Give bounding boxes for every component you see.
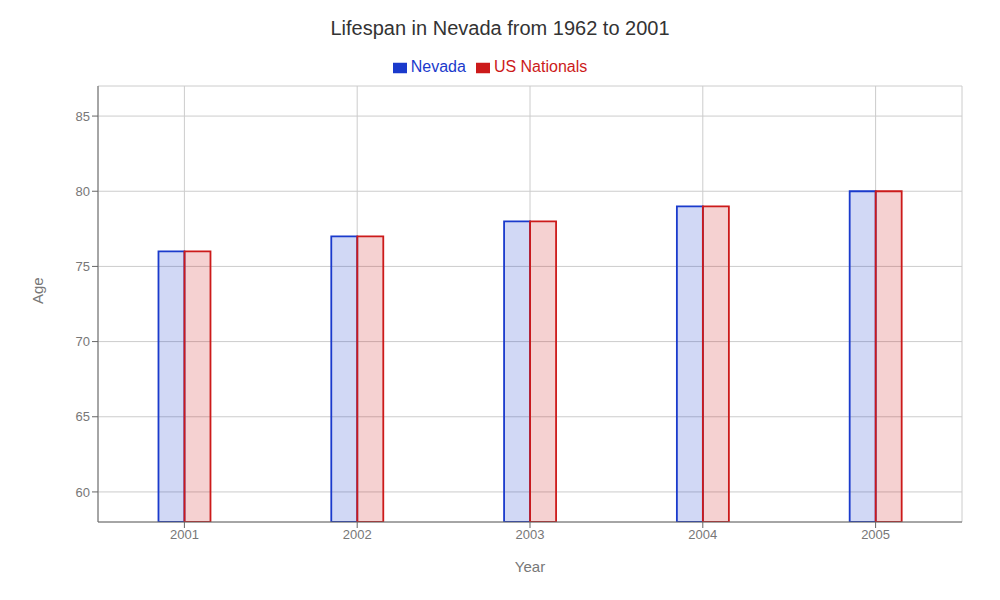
svg-text:70: 70 [76,334,90,349]
svg-text:2003: 2003 [516,527,545,542]
svg-text:60: 60 [76,485,90,500]
svg-text:2004: 2004 [688,527,717,542]
html-text:US Nationals: US Nationals [493,58,588,75]
svg-text:80: 80 [76,184,90,199]
svg-text:75: 75 [76,259,90,274]
svg-text:2005: 2005 [861,527,890,542]
svg-text:2002: 2002 [343,527,372,542]
svg-text:65: 65 [76,409,90,424]
html-text:Nevada: Nevada [410,58,466,75]
svg-text:Age: Age [29,277,46,304]
svg-text:85: 85 [76,109,90,124]
html-text:Lifespan in Nevada from 1962 t: Lifespan in Nevada from 1962 to 2001 [330,17,670,39]
svg-text:Year: Year [515,558,545,575]
svg-text:2001: 2001 [170,527,199,542]
